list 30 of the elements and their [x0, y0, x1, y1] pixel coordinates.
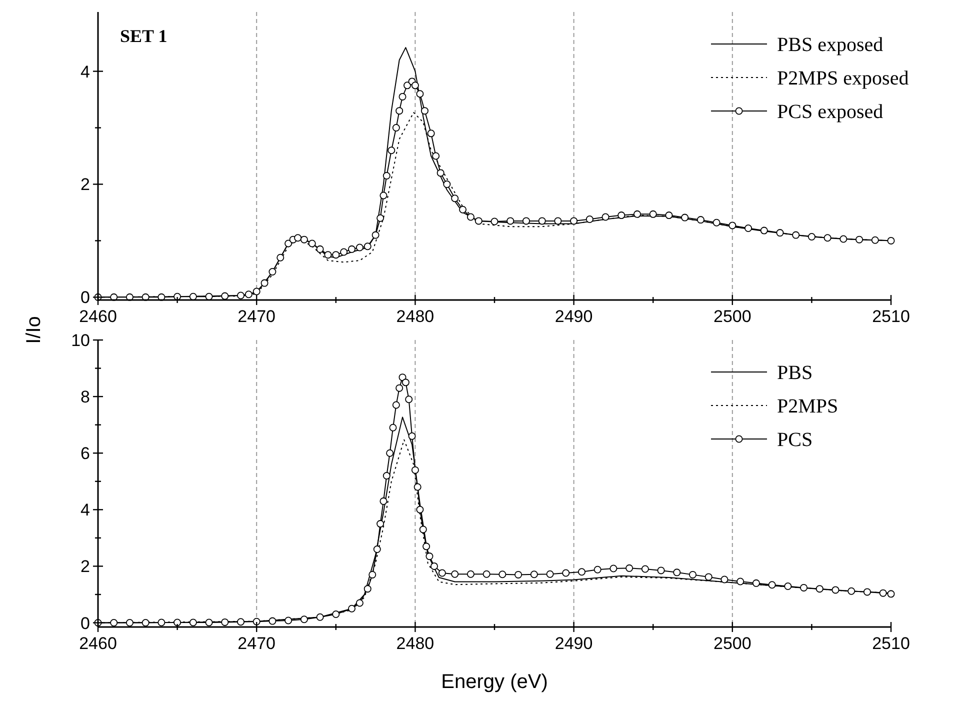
- legend-label: PCS exposed: [777, 101, 884, 123]
- x-tick-label: 2480: [396, 307, 434, 326]
- x-tick-label: 2480: [396, 634, 434, 653]
- x-tick-label: 2490: [554, 634, 593, 653]
- text: SET 1: [120, 26, 168, 46]
- x-tick-label: 2470: [238, 307, 276, 326]
- legend-label: PBS exposed: [777, 34, 884, 56]
- legend-label: PBS: [777, 362, 813, 384]
- x-tick-label: 2510: [872, 634, 910, 653]
- y-tick-label: 0: [80, 288, 90, 308]
- legend-label: P2MPS: [777, 396, 838, 418]
- y-tick-label: 6: [80, 444, 90, 464]
- x-tick-label: 2460: [79, 634, 117, 653]
- x-tick-label: 2490: [554, 307, 593, 326]
- x-axis-title: Energy (eV): [441, 671, 548, 693]
- y-tick-label: 2: [80, 557, 90, 576]
- y-tick-label: 2: [80, 175, 90, 194]
- legend-label: P2MPS exposed: [777, 68, 909, 90]
- legend-label: PCS: [777, 429, 813, 451]
- x-tick-label: 2500: [713, 307, 752, 326]
- x-tick-label: 2470: [238, 634, 276, 653]
- y-tick-label: 0: [80, 614, 90, 633]
- y-axis-title: I/Io: [23, 316, 45, 344]
- y-tick-label: 4: [80, 500, 90, 520]
- x-tick-label: 2460: [79, 307, 117, 326]
- x-tick-label: 2500: [713, 634, 752, 653]
- y-tick-label: 4: [80, 62, 90, 82]
- y-tick-label: 10: [71, 331, 90, 350]
- x-tick-label: 2510: [872, 307, 910, 326]
- y-tick-label: 8: [80, 388, 90, 407]
